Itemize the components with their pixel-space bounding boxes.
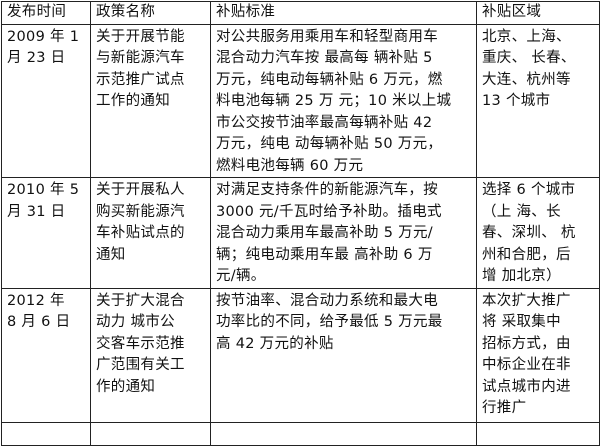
table-header-row: 发布时间 政策名称 补贴标准 补贴区域 — [1, 1, 600, 25]
cell-policy: 关于开展节能 与新能源汽车 示范推广试点 工作的通知 — [90, 23, 211, 178]
header-standard: 补贴标准 — [210, 1, 477, 25]
header-policy: 政策名称 — [90, 1, 211, 25]
table-row: 2012 年 8 月 6 日 关于扩大混合 动力 城市公 交客车示范推 广范围有… — [1, 287, 600, 423]
cell-empty — [210, 421, 477, 446]
table-row-partial — [1, 421, 600, 446]
table-row: 2009 年 1 月 23 日 关于开展节能 与新能源汽车 示范推广试点 工作的… — [1, 23, 600, 178]
cell-date: 2009 年 1 月 23 日 — [1, 23, 91, 178]
cell-standard: 对公共服务用乘用车和轻型商用车 混合动力汽车按 最高每 辆补贴 5 万元，纯电动… — [210, 23, 477, 178]
cell-empty — [476, 421, 600, 446]
cell-standard: 对满足支持条件的新能源汽车，按 3000 元/千瓦时给予补助。插电式 混合动力乘… — [210, 177, 477, 289]
cell-empty — [90, 421, 211, 446]
cell-date: 2010 年 5 月 31 日 — [1, 177, 91, 289]
table-row: 2010 年 5 月 31 日 关于开展私人 购买新能源汽 车补贴试点的 通知 … — [1, 177, 600, 289]
header-region: 补贴区域 — [476, 1, 600, 25]
header-date: 发布时间 — [1, 1, 91, 25]
cell-policy: 关于扩大混合 动力 城市公 交客车示范推 广范围有关工 作的通知 — [90, 287, 211, 423]
cell-region: 选择 6 个城市 （上 海、长 春、深圳、 杭 州和合肥，后 增 加北京） — [476, 177, 600, 289]
cell-standard: 按节油率、混合动力系统和最大电 功率比的不同，给予最低 5 万元最 高 42 万… — [210, 287, 477, 423]
cell-empty — [1, 421, 91, 446]
cell-region: 本次扩大推广 将 采取集中 招标方式，由 中标企业在非 试点城市内进 行推广 — [476, 287, 600, 423]
cell-policy: 关于开展私人 购买新能源汽 车补贴试点的 通知 — [90, 177, 211, 289]
cell-region: 北京、上海、 重庆、 长春、 大连、杭州等 13 个城市 — [476, 23, 600, 178]
cell-date: 2012 年 8 月 6 日 — [1, 287, 91, 423]
